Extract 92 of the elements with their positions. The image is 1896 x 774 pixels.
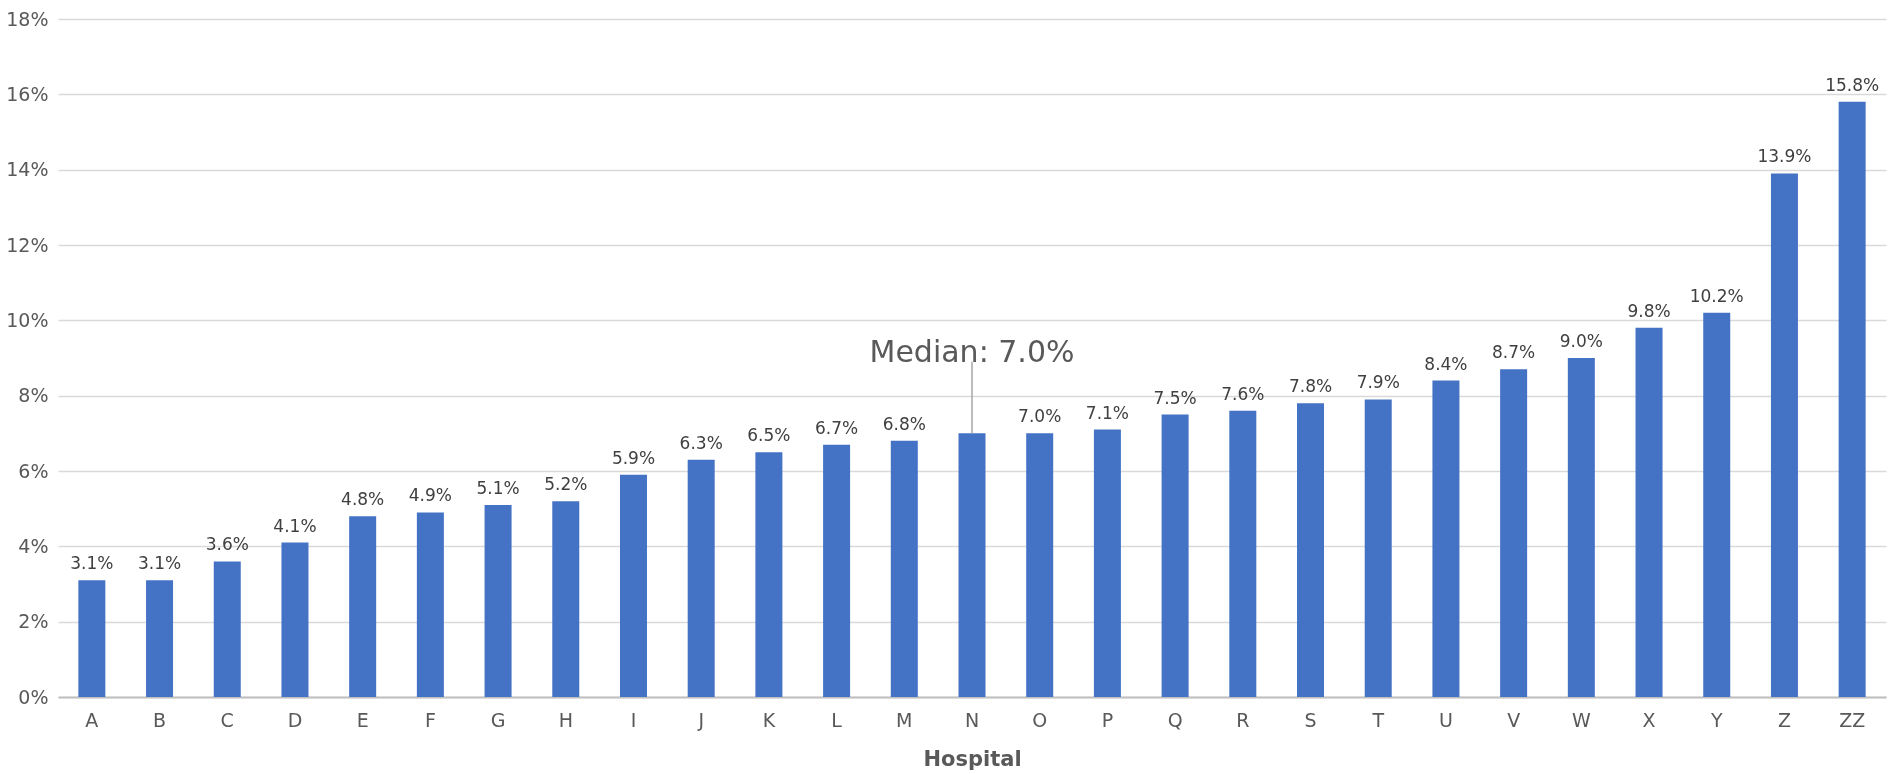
bar — [1364, 399, 1392, 697]
x-tick-label: I — [630, 708, 637, 731]
x-tick-label: O — [1032, 708, 1048, 731]
data-label: 7.1% — [1085, 402, 1130, 423]
data-label: 3.6% — [205, 534, 249, 555]
data-label: 7.9% — [1356, 372, 1400, 393]
bar — [823, 444, 851, 697]
data-label: 7.5% — [1153, 387, 1197, 408]
x-axis-title: Hospital — [923, 746, 1022, 771]
x-tick-label: J — [697, 708, 704, 731]
annotation: Median: 7.0% — [869, 334, 1075, 370]
y-tick-label: 12% — [6, 233, 49, 256]
x-tick-label: M — [896, 708, 913, 731]
data-label: 7.8% — [1288, 376, 1333, 397]
data-label: 8.7% — [1492, 342, 1536, 363]
x-tick-label: S — [1304, 708, 1317, 731]
data-label: 5.1% — [476, 477, 520, 498]
data-label: 3.1% — [137, 553, 182, 574]
data-label: 4.9% — [408, 485, 452, 506]
bar — [1770, 173, 1798, 697]
bar — [1635, 327, 1663, 697]
x-tick-label: R — [1236, 708, 1250, 731]
bar — [1297, 403, 1325, 697]
x-tick-label: P — [1101, 708, 1114, 731]
bar — [755, 452, 783, 697]
bar — [281, 542, 309, 697]
data-label: 10.2% — [1689, 285, 1744, 306]
bar — [484, 504, 512, 697]
x-tick-label: Q — [1167, 708, 1183, 731]
x-tick-label: T — [1371, 708, 1385, 731]
data-label: 6.3% — [679, 432, 723, 453]
x-tick-label: G — [490, 708, 506, 731]
x-tick-label: Y — [1709, 708, 1723, 731]
y-tick-label: 0% — [18, 685, 49, 708]
data-label: 15.8% — [1825, 74, 1880, 95]
bar — [1229, 410, 1257, 697]
bar — [890, 440, 918, 697]
x-tick-label: B — [153, 708, 167, 731]
bar — [213, 561, 241, 697]
data-label: 4.8% — [341, 489, 385, 510]
data-label: 8.4% — [1424, 353, 1468, 374]
x-tick-label: F — [424, 708, 436, 731]
x-tick-label: N — [964, 708, 980, 731]
data-label: 3.1% — [70, 553, 114, 574]
data-label: 5.9% — [611, 447, 656, 468]
x-tick-label: D — [287, 708, 303, 731]
bar — [1703, 312, 1731, 697]
bar — [687, 459, 715, 697]
bar — [1838, 101, 1866, 697]
bar — [958, 433, 986, 697]
data-label: 7.0% — [1018, 406, 1062, 427]
x-tick-label: U — [1438, 708, 1453, 731]
data-label: 9.0% — [1559, 331, 1603, 351]
x-tick-label: K — [762, 708, 776, 731]
data-label: 6.7% — [814, 417, 859, 438]
data-label: 7.6% — [1221, 383, 1265, 404]
bar — [1026, 433, 1054, 697]
y-tick-label: 14% — [6, 158, 49, 181]
x-tick-label: E — [356, 708, 369, 731]
y-tick-label: 2% — [18, 610, 49, 633]
x-tick-label: V — [1507, 708, 1521, 731]
bar — [1500, 369, 1528, 697]
data-label: 9.8% — [1627, 300, 1671, 321]
data-label: 4.1% — [273, 515, 317, 536]
x-tick-label: C — [220, 708, 234, 731]
x-tick-label: H — [558, 708, 573, 731]
bar — [1093, 429, 1121, 697]
y-tick-label: 8% — [18, 384, 49, 407]
data-label: 6.8% — [882, 413, 926, 434]
bar — [349, 516, 377, 697]
data-label: 5.2% — [544, 474, 588, 495]
y-tick-label: 18% — [6, 7, 49, 30]
bar — [1161, 414, 1189, 697]
x-tick-label: A — [85, 708, 99, 731]
y-tick-label: 6% — [18, 459, 49, 482]
x-tick-label: Z — [1777, 708, 1791, 731]
x-tick-label: X — [1642, 708, 1656, 731]
bar — [1567, 358, 1595, 697]
y-tick-label: 16% — [6, 82, 49, 105]
bar — [78, 580, 106, 697]
bar — [1432, 380, 1460, 697]
bar — [416, 512, 444, 697]
data-label: 6.5% — [747, 425, 791, 446]
y-tick-label: 4% — [18, 534, 49, 557]
x-tick-label: ZZ — [1839, 708, 1866, 731]
bar — [146, 580, 174, 697]
bar — [552, 501, 580, 697]
x-tick-label: W — [1571, 708, 1591, 731]
data-label: 13.9% — [1757, 146, 1812, 167]
x-tick-label: L — [831, 708, 843, 731]
y-tick-label: 10% — [6, 308, 49, 331]
bar — [619, 474, 647, 697]
